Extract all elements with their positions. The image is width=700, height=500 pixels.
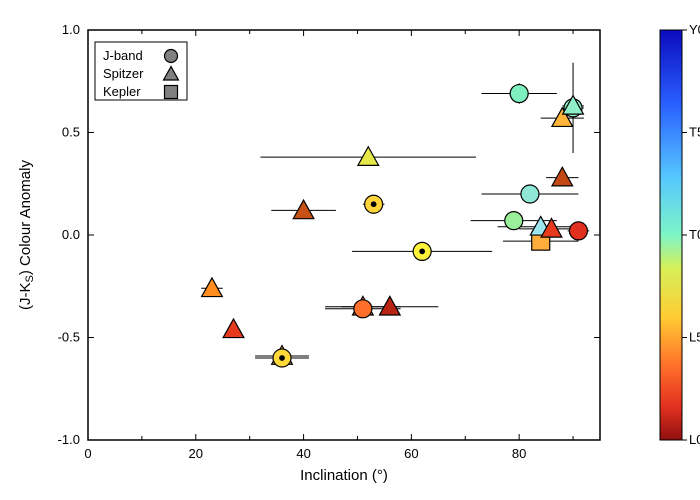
svg-text:1.0: 1.0 [62, 22, 80, 37]
svg-text:Inclination (°): Inclination (°) [300, 467, 388, 484]
svg-text:-0.5: -0.5 [58, 330, 80, 345]
svg-text:20: 20 [189, 446, 203, 461]
svg-text:L0: L0 [689, 432, 700, 447]
svg-text:-1.0: -1.0 [58, 432, 80, 447]
svg-text:Y0: Y0 [689, 22, 700, 37]
svg-text:Spitzer: Spitzer [103, 66, 144, 81]
svg-text:T5: T5 [689, 125, 700, 140]
svg-text:60: 60 [404, 446, 418, 461]
scatter-chart: 0 20 40 60 80 -1.0 -0.5 0.0 0.5 1.0 Inclination (°… [0, 0, 700, 500]
svg-text:0.5: 0.5 [62, 125, 80, 140]
svg-text:40: 40 [296, 446, 310, 461]
svg-text:0: 0 [84, 446, 91, 461]
svg-text:L5: L5 [689, 330, 700, 345]
svg-text:0.0: 0.0 [62, 227, 80, 242]
svg-text:J-band: J-band [103, 48, 143, 63]
svg-text:80: 80 [512, 446, 526, 461]
svg-text:T0: T0 [689, 227, 700, 242]
svg-text:(J-KS) Colour Anomaly: (J-KS) Colour Anomaly [17, 160, 36, 310]
svg-text:Kepler: Kepler [103, 84, 141, 99]
